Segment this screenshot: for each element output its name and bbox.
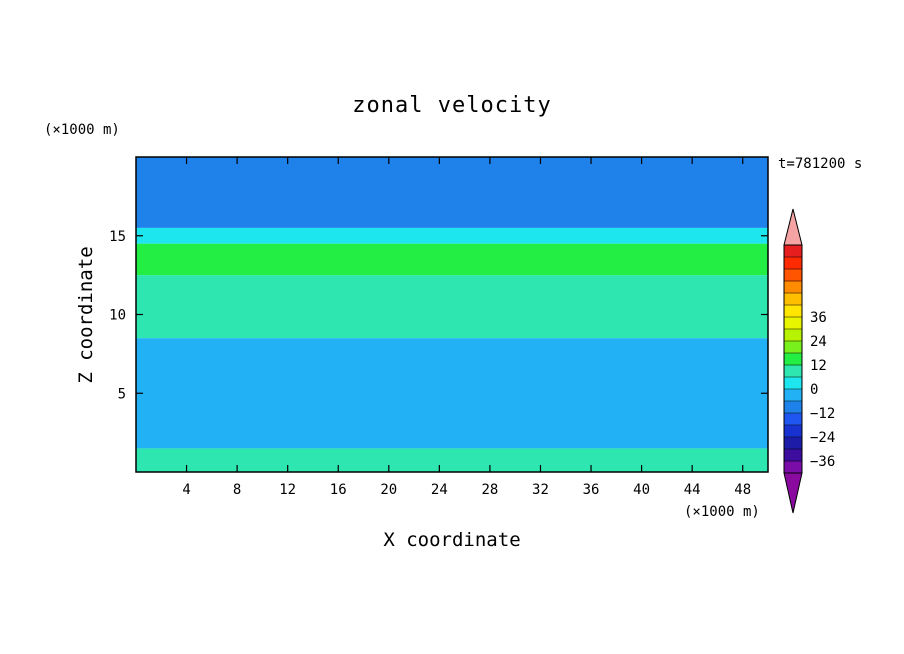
- colorbar-swatch: [784, 365, 802, 378]
- x-axis: 4 8 12 16 20 24 28 32 36 40 44 48: [182, 157, 751, 498]
- field-band-0: [136, 448, 768, 472]
- y-axis: 5 10 15: [109, 229, 768, 402]
- colorbar-swatch: [784, 389, 802, 402]
- x-tick-label: 44: [684, 482, 701, 498]
- colorbar-swatch: [784, 461, 802, 474]
- colorbar-swatch: [784, 245, 802, 258]
- x-tick-label: 48: [734, 482, 751, 498]
- colorbar-swatch: [784, 269, 802, 282]
- colorbar-swatch: [784, 353, 802, 366]
- x-tick-label: 8: [233, 482, 241, 498]
- colorbar-swatch: [784, 449, 802, 462]
- colorbar-swatch: [784, 401, 802, 414]
- field-band-1: [136, 338, 768, 449]
- x-tick-label: 4: [182, 482, 190, 498]
- colorbar-frame: [783, 244, 803, 474]
- x-axis-label: X coordinate: [383, 529, 520, 551]
- y-axis-label: Z coordinate: [75, 246, 97, 383]
- colorbar: 36 24 12 0 −12 −24 −36: [783, 208, 835, 514]
- colorbar-swatch: [784, 413, 802, 426]
- x-tick-label: 40: [633, 482, 650, 498]
- x-tick-label: 24: [431, 482, 448, 498]
- y-tick-label: 15: [109, 229, 126, 245]
- colorbar-swatch: [784, 305, 802, 318]
- colorbar-swatch: [784, 425, 802, 438]
- colorbar-swatch: [784, 437, 802, 450]
- colorbar-tick-label: 0: [810, 382, 818, 398]
- y-unit-label: (×1000 m): [44, 122, 120, 138]
- chart-title: zonal velocity: [352, 93, 551, 118]
- velocity-field: [136, 157, 768, 472]
- x-tick-label: 20: [380, 482, 397, 498]
- field-band-5: [136, 157, 768, 228]
- colorbar-tick-label: 12: [810, 358, 827, 374]
- x-unit-label: (×1000 m): [684, 504, 760, 520]
- field-band-2: [136, 275, 768, 339]
- colorbar-tick-label: 24: [810, 334, 827, 350]
- x-tick-label: 32: [532, 482, 549, 498]
- colorbar-swatch: [784, 341, 802, 354]
- x-tick-label: 28: [481, 482, 498, 498]
- colorbar-swatch: [784, 317, 802, 330]
- colorbar-tick-label: −36: [810, 454, 835, 470]
- colorbar-swatch: [784, 293, 802, 306]
- x-tick-label: 12: [279, 482, 296, 498]
- colorbar-tick-label: −12: [810, 406, 835, 422]
- field-band-4: [136, 227, 768, 244]
- colorbar-under-arrow: [783, 472, 803, 514]
- colorbar-swatch: [784, 281, 802, 294]
- colorbar-swatch: [784, 329, 802, 342]
- colorbar-tick-label: 36: [810, 310, 827, 326]
- y-tick-label: 5: [118, 386, 126, 402]
- y-tick-label: 10: [109, 308, 126, 324]
- time-label: t=781200 s: [778, 156, 862, 172]
- colorbar-over-arrow: [783, 208, 803, 246]
- colorbar-swatch: [784, 377, 802, 390]
- field-band-3: [136, 243, 768, 276]
- x-tick-label: 36: [583, 482, 600, 498]
- colorbar-tick-label: −24: [810, 430, 835, 446]
- colorbar-swatch: [784, 257, 802, 270]
- x-tick-label: 16: [330, 482, 347, 498]
